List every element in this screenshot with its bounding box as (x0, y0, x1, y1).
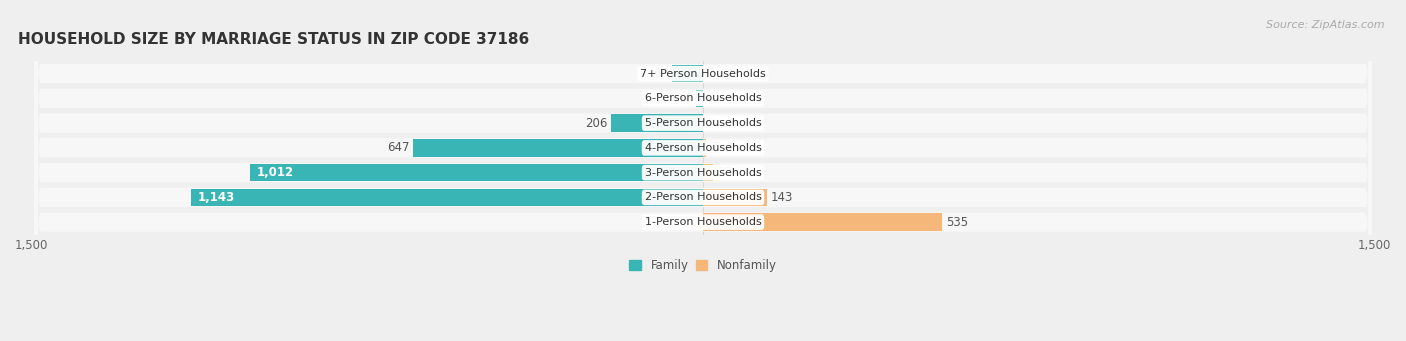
Text: 7+ Person Households: 7+ Person Households (640, 69, 766, 79)
Text: 2-Person Households: 2-Person Households (644, 192, 762, 202)
Text: 1,143: 1,143 (198, 191, 235, 204)
Text: 647: 647 (388, 142, 411, 154)
FancyBboxPatch shape (34, 0, 1372, 341)
Text: 0: 0 (707, 92, 714, 105)
Text: 5-Person Households: 5-Person Households (644, 118, 762, 128)
Bar (696, 90, 703, 107)
FancyBboxPatch shape (34, 0, 1372, 341)
FancyBboxPatch shape (34, 0, 1372, 341)
Text: 4-Person Households: 4-Person Households (644, 143, 762, 153)
FancyBboxPatch shape (34, 0, 1372, 341)
Bar (610, 115, 703, 132)
Bar (191, 189, 703, 206)
FancyBboxPatch shape (34, 0, 1372, 341)
Bar (672, 65, 703, 82)
Legend: Family, Nonfamily: Family, Nonfamily (624, 255, 782, 277)
Text: 206: 206 (585, 117, 607, 130)
Text: 0: 0 (707, 117, 714, 130)
Bar (703, 189, 768, 206)
FancyBboxPatch shape (34, 0, 1372, 341)
Text: 6-Person Households: 6-Person Households (644, 93, 762, 103)
Text: 0: 0 (707, 67, 714, 80)
Bar (703, 213, 942, 231)
Bar (703, 164, 713, 181)
Text: 3-Person Households: 3-Person Households (644, 168, 762, 178)
Text: 1-Person Households: 1-Person Households (644, 217, 762, 227)
Bar (413, 139, 703, 157)
FancyBboxPatch shape (34, 0, 1372, 341)
Bar (703, 139, 706, 157)
Bar (250, 164, 703, 181)
Text: 7: 7 (710, 142, 717, 154)
Text: 1,012: 1,012 (257, 166, 294, 179)
Text: 69: 69 (654, 67, 668, 80)
Text: 16: 16 (678, 92, 692, 105)
Text: 535: 535 (946, 216, 969, 228)
Text: 23: 23 (717, 166, 731, 179)
Text: Source: ZipAtlas.com: Source: ZipAtlas.com (1267, 20, 1385, 30)
Text: 143: 143 (770, 191, 793, 204)
Text: HOUSEHOLD SIZE BY MARRIAGE STATUS IN ZIP CODE 37186: HOUSEHOLD SIZE BY MARRIAGE STATUS IN ZIP… (18, 32, 530, 47)
